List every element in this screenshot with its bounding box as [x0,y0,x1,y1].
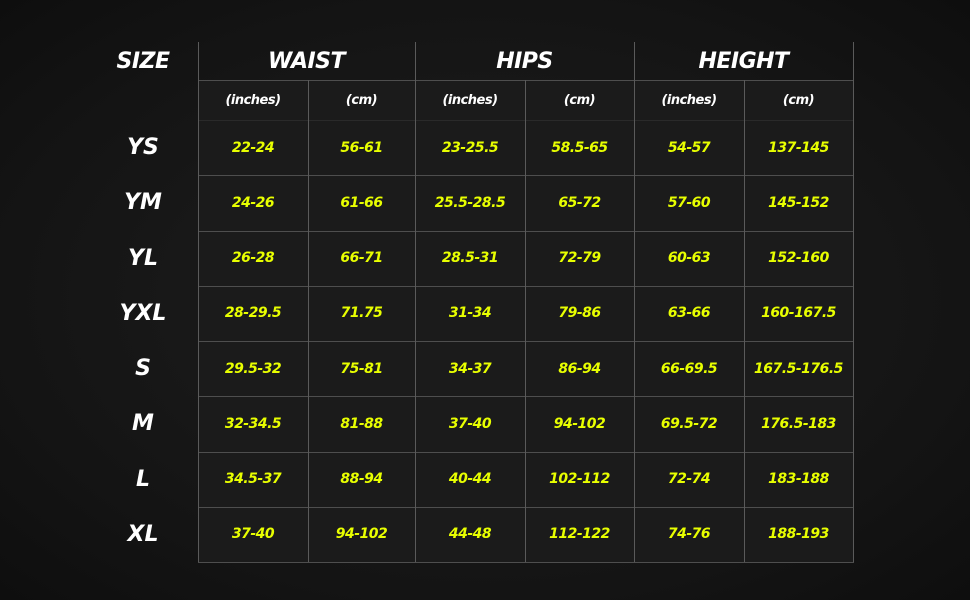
measurement-cell: 25.5-28.5 [434,194,506,211]
measurement-cell: 183-188 [768,471,829,488]
size-header: SIZE [116,48,170,74]
header-divider [198,80,854,81]
measurement-cell: 58.5-65 [551,139,608,156]
measurement-cell: 54-57 [667,139,711,156]
measurement-cell: 37-40 [231,526,275,543]
group-header-hips: HIPS [496,48,553,74]
column-divider [634,42,635,562]
column-divider [308,80,309,562]
measurement-cell: 57-60 [667,194,711,211]
size-label-yl: YL [128,245,158,271]
size-label-ys: YS [127,135,159,161]
column-divider [853,42,854,562]
measurement-cell: 69.5-72 [660,415,718,432]
row-divider [198,451,854,453]
row-divider [198,396,854,398]
measurement-cell: 167.5-176.5 [754,360,843,377]
measurement-cell: 32-34.5 [224,415,282,432]
row-divider [198,230,854,232]
measurement-cell: 102-112 [549,471,610,488]
measurement-cell: 81-88 [340,415,383,432]
measurement-cell: 29.5-32 [224,360,282,377]
measurement-cell: 31-34 [448,305,492,322]
measurement-cell: 72-74 [667,471,711,488]
measurement-cell: 152-160 [768,250,829,267]
measurement-cell: 56-61 [340,139,383,156]
row-divider [198,285,854,287]
unit-header: (cm) [345,92,378,108]
measurement-cell: 88-94 [340,471,383,488]
size-label-m: M [132,411,154,437]
group-header-height: HEIGHT [698,48,789,74]
measurement-cell: 65-72 [558,194,601,211]
measurement-cell: 75-81 [340,360,383,377]
subheader-divider [198,120,854,121]
measurement-cell: 34.5-37 [224,471,282,488]
measurement-cell: 71.75 [340,305,383,322]
unit-header: (inches) [661,92,717,108]
column-divider [198,42,199,562]
measurement-cell: 74-76 [667,526,711,543]
unit-header: (cm) [563,92,596,108]
measurement-cell: 137-145 [768,139,829,156]
measurement-cell: 72-79 [558,250,601,267]
measurement-cell: 23-25.5 [441,139,499,156]
row-divider [198,506,854,508]
measurement-cell: 44-48 [448,526,492,543]
unit-header: (inches) [225,92,281,108]
size-label-yxl: YXL [119,300,167,326]
group-header-waist: WAIST [267,48,346,74]
measurement-cell: 176.5-183 [761,415,836,432]
measurement-cell: 86-94 [558,360,601,377]
measurement-cell: 112-122 [549,526,610,543]
measurement-cell: 24-26 [231,194,275,211]
measurement-cell: 22-24 [231,139,275,156]
size-label-xl: XL [127,521,159,547]
measurement-cell: 63-66 [667,305,711,322]
size-label-l: L [135,466,151,492]
row-divider [198,341,854,342]
measurement-cell: 66-71 [340,250,383,267]
measurement-cell: 94-102 [553,415,606,432]
measurement-cell: 145-152 [768,194,829,211]
measurement-cell: 79-86 [558,305,601,322]
unit-header: (inches) [442,92,498,108]
measurement-cell: 61-66 [340,194,383,211]
row-divider [198,175,854,177]
measurement-cell: 94-102 [335,526,388,543]
size-label-ym: YM [124,190,162,216]
measurement-cell: 28-29.5 [224,305,282,322]
measurement-cell: 66-69.5 [660,360,718,377]
measurement-cell: 26-28 [231,250,275,267]
column-divider [525,80,526,562]
unit-header: (cm) [782,92,815,108]
bottom-border [198,562,854,563]
size-label-s: S [135,356,151,382]
measurement-cell: 34-37 [448,360,492,377]
measurement-cell: 188-193 [768,526,829,543]
measurement-cell: 28.5-31 [441,250,499,267]
measurement-cell: 40-44 [448,471,492,488]
measurement-cell: 160-167.5 [761,305,836,322]
measurement-cell: 37-40 [448,415,492,432]
column-divider [415,42,416,562]
column-divider [744,80,745,562]
measurement-cell: 60-63 [667,250,711,267]
